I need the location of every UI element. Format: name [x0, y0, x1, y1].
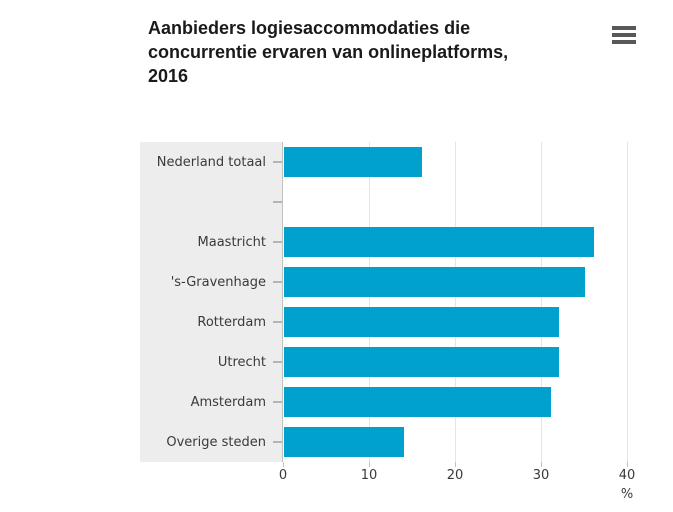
category-tick-mark [273, 441, 282, 443]
chart-row [140, 182, 673, 222]
chart-title-line: Aanbieders logiesaccommodaties die [148, 18, 471, 38]
bar [284, 347, 560, 377]
x-axis-unit-label: % [620, 487, 634, 502]
category-tick-mark [273, 281, 282, 283]
x-axis-tick-mark [369, 462, 370, 467]
bar-track [283, 342, 673, 382]
category-tick-mark [273, 201, 282, 203]
x-axis-tick-mark [283, 462, 284, 467]
chart-row: Nederland totaal [140, 142, 673, 182]
bar [284, 427, 405, 457]
bar-track [283, 382, 673, 422]
bar [284, 267, 585, 297]
x-axis-tick-label: 0 [278, 468, 288, 483]
chart-row: 's-Gravenhage [140, 262, 673, 302]
gridline [541, 142, 542, 462]
category-label-cell: Amsterdam [140, 382, 283, 422]
hamburger-bar [612, 33, 636, 37]
bar-track [283, 262, 673, 302]
bar-track [283, 142, 673, 182]
category-label-cell: Rotterdam [140, 302, 283, 342]
x-axis-tick-label: 20 [446, 468, 464, 483]
bar [284, 227, 594, 257]
category-label: 's-Gravenhage [170, 274, 266, 290]
hamburger-bar [612, 26, 636, 30]
category-tick-mark [273, 321, 282, 323]
category-label: Rotterdam [197, 314, 266, 330]
x-axis-tick-mark [455, 462, 456, 467]
category-label: Maastricht [197, 234, 266, 250]
category-label-cell: Maastricht [140, 222, 283, 262]
category-label-cell: Overige steden [140, 422, 283, 462]
chart-title-line: 2016 [148, 66, 189, 86]
hamburger-menu-icon[interactable] [612, 26, 636, 44]
category-tick-mark [273, 361, 282, 363]
chart-title: Aanbieders logiesaccommodaties die concu… [148, 16, 618, 88]
category-label: Amsterdam [190, 394, 266, 410]
hamburger-bar [612, 40, 636, 44]
chart-row: Maastricht [140, 222, 673, 262]
category-label: Utrecht [217, 354, 266, 370]
bar [284, 387, 551, 417]
chart-title-line: concurrentie ervaren van onlineplatforms… [148, 42, 509, 62]
category-label-cell: Utrecht [140, 342, 283, 382]
category-tick-mark [273, 161, 282, 163]
gridline [627, 142, 628, 462]
category-label-cell [140, 182, 283, 222]
x-axis-tick-label: 30 [532, 468, 550, 483]
gridline [369, 142, 370, 462]
chart-row: Rotterdam [140, 302, 673, 342]
category-label: Nederland totaal [156, 154, 266, 170]
category-tick-mark [273, 401, 282, 403]
x-axis-tick-label: 10 [360, 468, 378, 483]
chart-row: Amsterdam [140, 382, 673, 422]
bar-track [283, 422, 673, 462]
bar [284, 147, 422, 177]
category-tick-mark [273, 241, 282, 243]
x-axis-tick-mark [541, 462, 542, 467]
bar-track [283, 302, 673, 342]
chart-row: Utrecht [140, 342, 673, 382]
x-axis-tick-label: 40 [618, 468, 636, 483]
bar [284, 307, 560, 337]
category-label: Overige steden [166, 434, 266, 450]
gridline [455, 142, 456, 462]
bar-track [283, 182, 673, 222]
category-label-cell: Nederland totaal [140, 142, 283, 182]
bar-chart: Nederland totaal Maastricht 's-Gravenhage R… [140, 142, 673, 512]
x-axis: 0 10 20 30 40% [279, 462, 673, 512]
chart-plot-area: Nederland totaal Maastricht 's-Gravenhage R… [140, 142, 673, 462]
bar-track [283, 222, 673, 262]
chart-row: Overige steden [140, 422, 673, 462]
x-axis-tick-mark [627, 462, 628, 467]
category-label-cell: 's-Gravenhage [140, 262, 283, 302]
